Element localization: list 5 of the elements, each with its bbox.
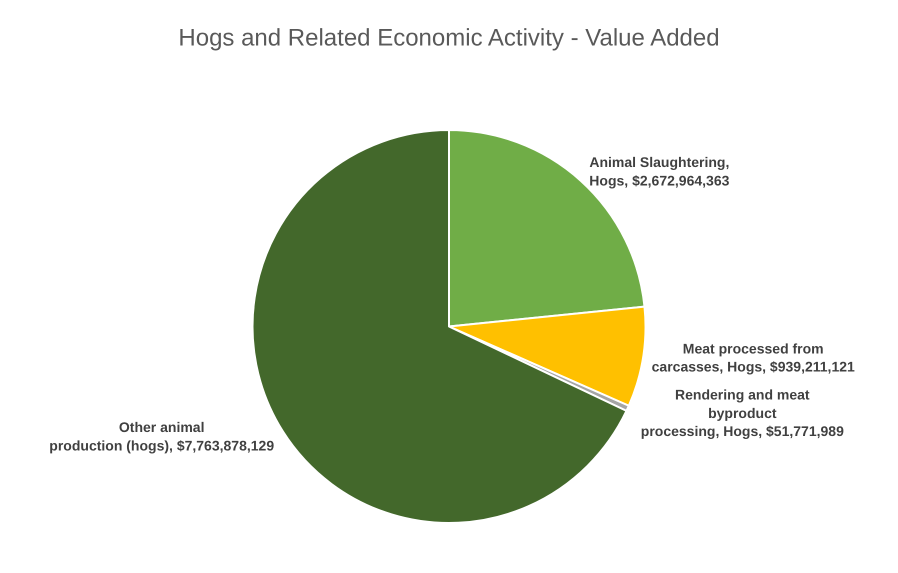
slice-label: Animal Slaughtering, Hogs, $2,672,964,363 <box>589 154 730 188</box>
slice-label: Meat processed from carcasses, Hogs, $939,211,121 <box>652 340 856 375</box>
slice-label: Other animal production (hogs), $7,763,878,129 <box>49 419 274 454</box>
slice-label: Rendering and meat byproduct processing, Hogs, $51,771,989 <box>640 386 844 440</box>
chart-title: Hogs and Related Economic Activity - Value Added <box>178 24 720 52</box>
